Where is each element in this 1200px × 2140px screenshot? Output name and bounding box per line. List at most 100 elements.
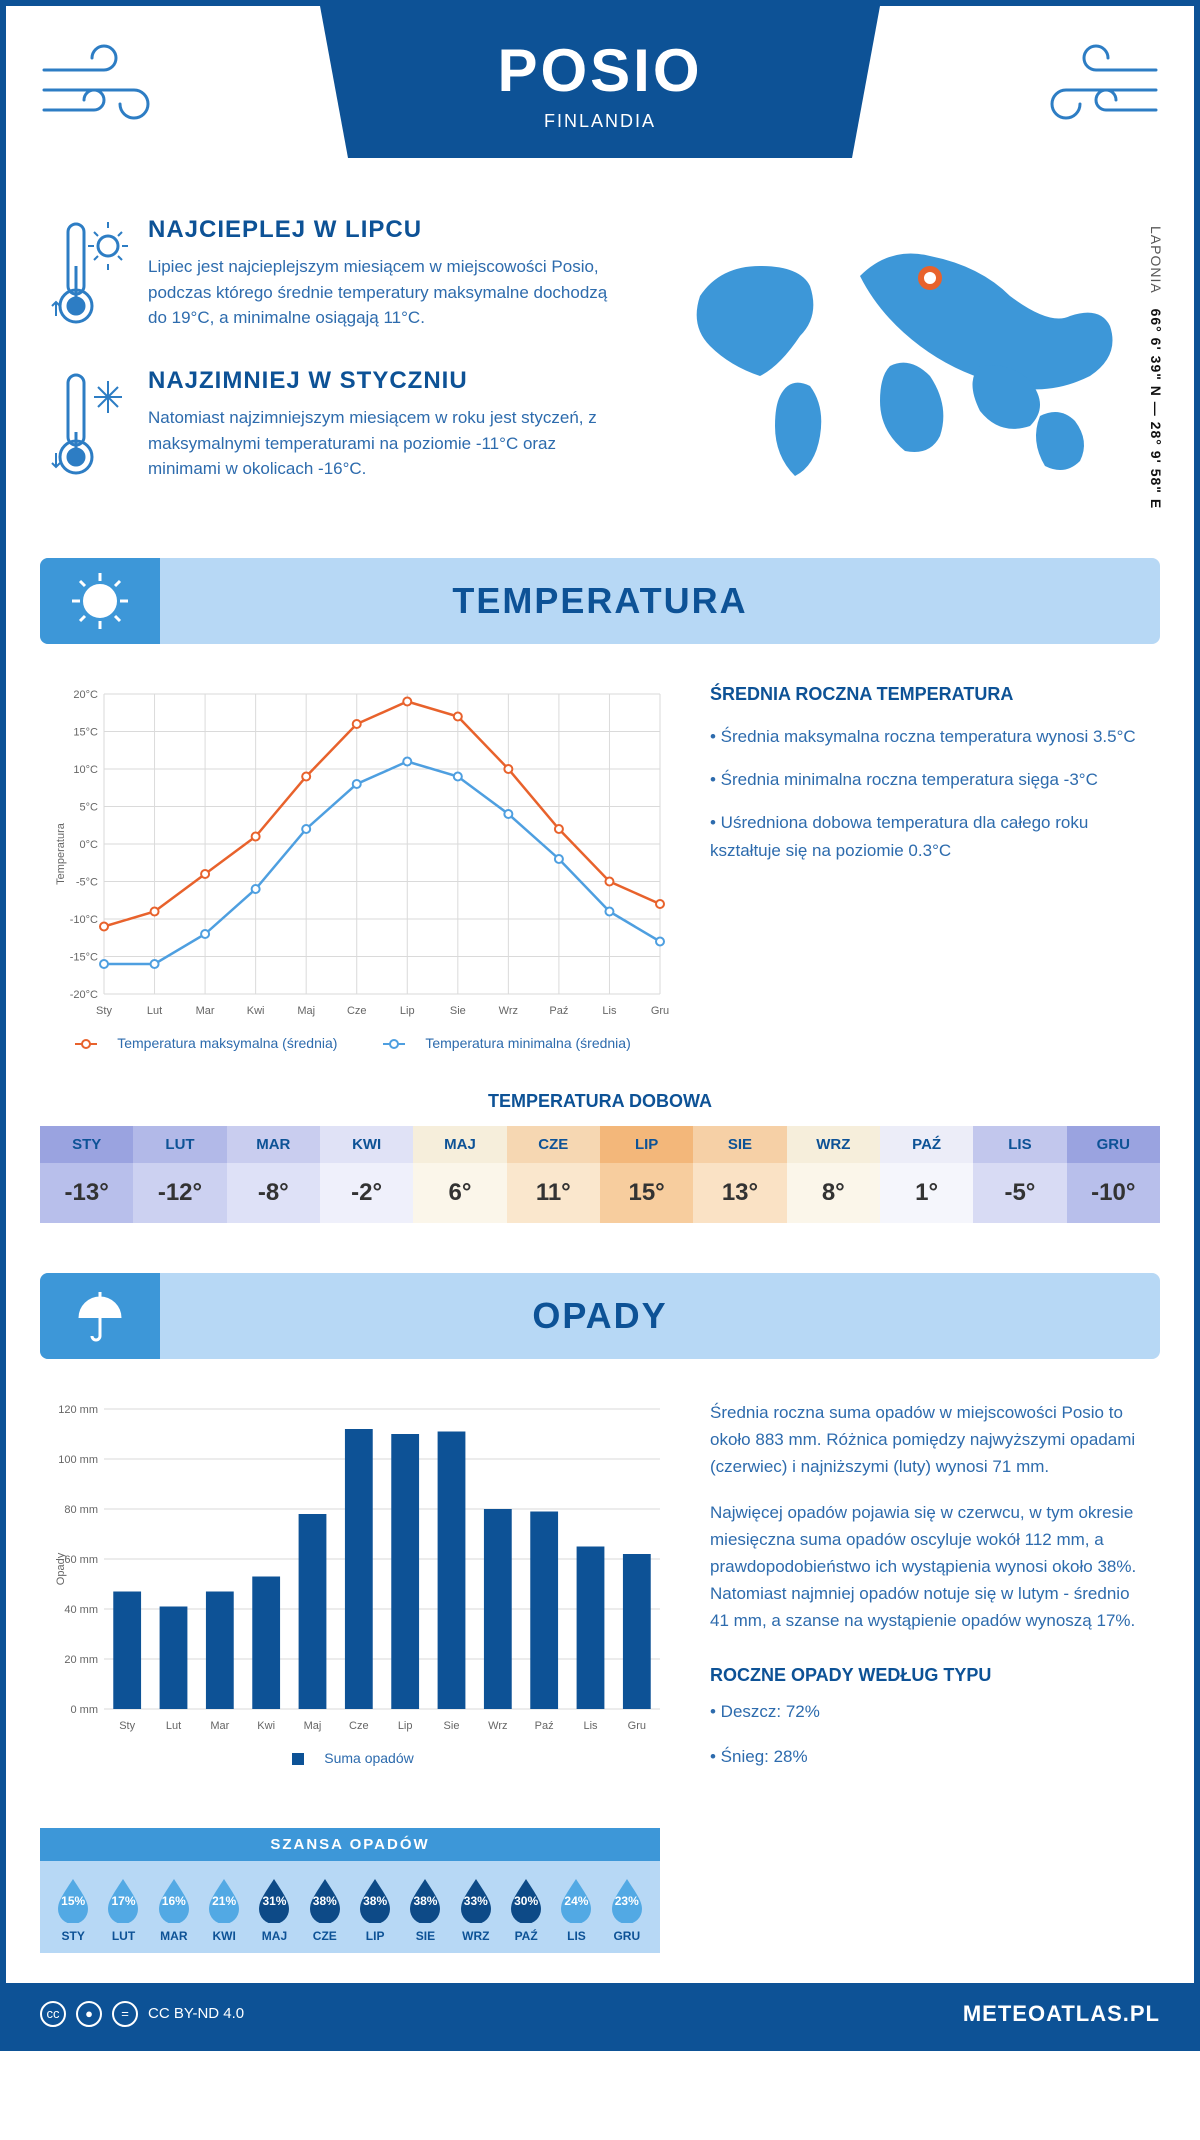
svg-text:Wrz: Wrz — [499, 1005, 518, 1017]
daily-cell: STY -13° — [40, 1126, 133, 1223]
svg-text:10°C: 10°C — [73, 764, 98, 776]
svg-text:-20°C: -20°C — [70, 989, 98, 1001]
precipitation-bar-chart: 0 mm 20 mm 40 mm 60 mm 80 mm 100 mm 120 mm Opad… — [50, 1399, 670, 1739]
svg-text:80 mm: 80 mm — [64, 1504, 98, 1516]
prec-legend: Suma opadów — [50, 1750, 670, 1766]
daily-temp-table: STY -13° LUT -12° MAR -8° KWI -2° MAJ 6°… — [40, 1126, 1160, 1223]
svg-text:60 mm: 60 mm — [64, 1554, 98, 1566]
svg-text:Sty: Sty — [96, 1005, 112, 1017]
svg-text:Lut: Lut — [147, 1005, 162, 1017]
svg-text:5°C: 5°C — [80, 802, 99, 814]
daily-cell: LIS -5° — [973, 1126, 1066, 1223]
site-name: METEOATLAS.PL — [963, 2001, 1160, 2027]
by-icon: ● — [76, 2001, 102, 2027]
chance-drop: 38% SIE — [400, 1875, 450, 1943]
precipitation-chance: SZANSA OPADÓW 15% STY 17% LUT 16% MAR 21… — [40, 1828, 660, 1953]
chance-drop: 16% MAR — [149, 1875, 199, 1943]
svg-text:Lip: Lip — [400, 1005, 415, 1017]
svg-text:0 mm: 0 mm — [71, 1704, 99, 1716]
svg-text:Lis: Lis — [583, 1720, 598, 1732]
chance-drop: 17% LUT — [98, 1875, 148, 1943]
svg-text:Paź: Paź — [549, 1005, 568, 1017]
fact-coldest: NAJZIMNIEJ W STYCZNIU Natomiast najzimni… — [50, 367, 630, 492]
svg-text:20°C: 20°C — [73, 689, 98, 701]
svg-text:Sty: Sty — [119, 1720, 135, 1732]
svg-text:Lip: Lip — [398, 1720, 413, 1732]
daily-cell: MAJ 6° — [413, 1126, 506, 1223]
daily-cell: CZE 11° — [507, 1126, 600, 1223]
wind-icon — [1016, 40, 1166, 130]
chance-drop: 38% LIP — [350, 1875, 400, 1943]
wind-icon — [34, 40, 184, 130]
temp-legend: Temperatura maksymalna (średnia) Tempera… — [50, 1035, 670, 1051]
fact-title: NAJZIMNIEJ W STYCZNIU — [148, 367, 630, 395]
thermometer-sun-icon — [50, 216, 130, 341]
nd-icon: = — [112, 2001, 138, 2027]
svg-text:Maj: Maj — [297, 1005, 315, 1017]
svg-text:Mar: Mar — [210, 1720, 229, 1732]
temperature-line-chart: -20°C -15°C -10°C -5°C 0°C 5°C 10°C 15°C 20°C Sty… — [50, 684, 670, 1024]
umbrella-icon — [40, 1273, 160, 1359]
fact-text: Natomiast najzimniejszym miesiącem w rok… — [148, 405, 630, 482]
svg-text:Gru: Gru — [651, 1005, 669, 1017]
svg-text:-5°C: -5°C — [76, 877, 98, 889]
daily-cell: GRU -10° — [1067, 1126, 1160, 1223]
chance-drop: 15% STY — [48, 1875, 98, 1943]
prec-text: Średnia roczna suma opadów w miejscowośc… — [710, 1399, 1150, 1788]
svg-text:100 mm: 100 mm — [58, 1454, 98, 1466]
svg-text:Sie: Sie — [444, 1720, 460, 1732]
temp-annual-text: ŚREDNIA ROCZNA TEMPERATURA • Średnia mak… — [710, 684, 1150, 1051]
daily-temp-title: TEMPERATURA DOBOWA — [6, 1091, 1194, 1112]
section-precipitation: OPADY — [40, 1273, 1160, 1359]
coordinates: LAPONIA 66° 6' 39" N — 28° 9' 58" E — [1148, 226, 1164, 509]
svg-text:Wrz: Wrz — [488, 1720, 507, 1732]
svg-text:Maj: Maj — [304, 1720, 322, 1732]
svg-text:0°C: 0°C — [80, 839, 99, 851]
country-subtitle: FINLANDIA — [320, 111, 880, 132]
chance-drop: 23% GRU — [602, 1875, 652, 1943]
chance-drop: 33% WRZ — [451, 1875, 501, 1943]
chance-drop: 24% LIS — [551, 1875, 601, 1943]
daily-cell: KWI -2° — [320, 1126, 413, 1223]
daily-cell: LUT -12° — [133, 1126, 226, 1223]
svg-text:Lis: Lis — [602, 1005, 617, 1017]
daily-cell: LIP 15° — [600, 1126, 693, 1223]
svg-text:Kwi: Kwi — [247, 1005, 265, 1017]
daily-cell: WRZ 8° — [787, 1126, 880, 1223]
svg-text:40 mm: 40 mm — [64, 1604, 98, 1616]
chance-drop: 31% MAJ — [249, 1875, 299, 1943]
svg-text:20 mm: 20 mm — [64, 1654, 98, 1666]
svg-text:15°C: 15°C — [73, 727, 98, 739]
thermometer-snow-icon — [50, 367, 130, 492]
footer: cc ● = CC BY-ND 4.0 METEOATLAS.PL — [6, 1983, 1194, 2045]
svg-text:Temperatura: Temperatura — [55, 822, 67, 885]
license: cc ● = CC BY-ND 4.0 — [40, 2001, 244, 2027]
daily-cell: MAR -8° — [227, 1126, 320, 1223]
svg-text:Mar: Mar — [196, 1005, 215, 1017]
chance-drop: 30% PAŹ — [501, 1875, 551, 1943]
svg-text:-10°C: -10°C — [70, 914, 98, 926]
chance-drop: 21% KWI — [199, 1875, 249, 1943]
svg-text:Kwi: Kwi — [257, 1720, 275, 1732]
world-map: LAPONIA 66° 6' 39" N — 28° 9' 58" E — [660, 216, 1150, 518]
cc-icon: cc — [40, 2001, 66, 2027]
fact-text: Lipiec jest najcieplejszym miesiącem w m… — [148, 254, 630, 331]
sun-icon — [40, 558, 160, 644]
chance-drop: 38% CZE — [300, 1875, 350, 1943]
section-temperature: TEMPERATURA — [40, 558, 1160, 644]
daily-cell: PAŹ 1° — [880, 1126, 973, 1223]
daily-cell: SIE 13° — [693, 1126, 786, 1223]
svg-text:Lut: Lut — [166, 1720, 181, 1732]
svg-text:Paź: Paź — [535, 1720, 554, 1732]
header: POSIO FINLANDIA — [6, 6, 1194, 216]
title-banner: POSIO FINLANDIA — [320, 6, 880, 158]
svg-text:Cze: Cze — [347, 1005, 367, 1017]
svg-text:-15°C: -15°C — [70, 952, 98, 964]
svg-text:Opady: Opady — [55, 1552, 67, 1585]
svg-text:120 mm: 120 mm — [58, 1404, 98, 1416]
fact-title: NAJCIEPLEJ W LIPCU — [148, 216, 630, 244]
svg-text:Gru: Gru — [628, 1720, 646, 1732]
fact-warmest: NAJCIEPLEJ W LIPCU Lipiec jest najcieple… — [50, 216, 630, 341]
svg-text:Sie: Sie — [450, 1005, 466, 1017]
svg-text:Cze: Cze — [349, 1720, 369, 1732]
